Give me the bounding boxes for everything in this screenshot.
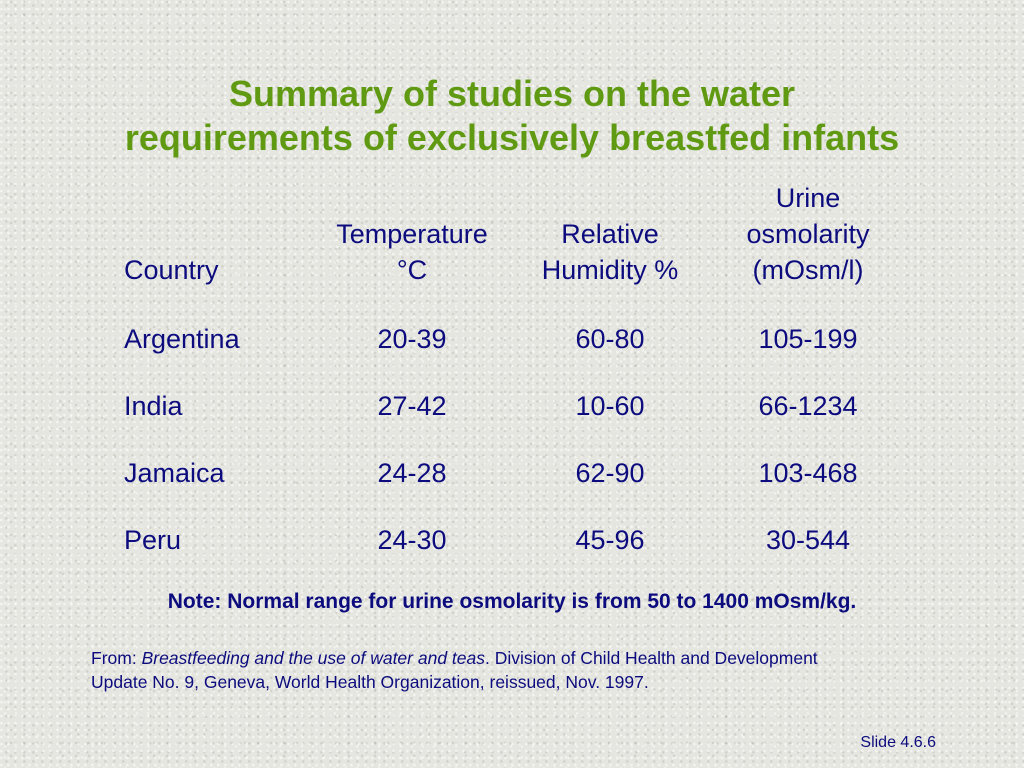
row-india-country: India bbox=[124, 391, 183, 421]
row-argentina-osmolarity: 105-199 bbox=[758, 324, 858, 354]
header-osmolarity-line-3: (mOsm/l) bbox=[752, 255, 864, 285]
slide-title: Summary of studies on the water requirem… bbox=[0, 72, 1024, 160]
row-jamaica-country: Jamaica bbox=[124, 458, 225, 488]
row-jamaica-osmolarity: 103-468 bbox=[758, 458, 858, 488]
row-peru-osmolarity: 30-544 bbox=[765, 525, 851, 555]
row-argentina-country: Argentina bbox=[124, 324, 240, 354]
header-temperature: Temperature °C bbox=[336, 216, 488, 288]
slide-title-line-1: Summary of studies on the water bbox=[228, 73, 796, 114]
row-jamaica-humidity: 62-90 bbox=[575, 458, 645, 488]
header-humidity: Relative Humidity % bbox=[542, 216, 679, 288]
source-book-title: Breastfeeding and the use of water and t… bbox=[141, 648, 485, 668]
header-country: Country bbox=[124, 255, 219, 285]
row-peru-humidity: 45-96 bbox=[575, 525, 645, 555]
row-india-temperature: 27-42 bbox=[377, 391, 447, 421]
header-osmolarity-line-1: Urine bbox=[775, 183, 841, 213]
osmolarity-note: Note: Normal range for urine osmolarity … bbox=[167, 590, 857, 613]
header-temperature-line-1: Temperature bbox=[336, 219, 488, 249]
source-publisher: . Division of Child Health and Developme… bbox=[485, 648, 818, 668]
row-peru-temperature: 24-30 bbox=[377, 525, 447, 555]
header-temperature-line-2: °C bbox=[396, 255, 428, 285]
source-details: Update No. 9, Geneva, World Health Organ… bbox=[91, 672, 649, 692]
studies-table: Country Temperature °C Relative Humidity… bbox=[0, 182, 1024, 582]
slide-title-line-2: requirements of exclusively breastfed in… bbox=[124, 117, 900, 158]
source-citation: From: Breastfeeding and the use of water… bbox=[91, 646, 951, 694]
row-jamaica-temperature: 24-28 bbox=[377, 458, 447, 488]
row-argentina-temperature: 20-39 bbox=[377, 324, 447, 354]
header-osmolarity: Urine osmolarity (mOsm/l) bbox=[746, 180, 869, 288]
slide-number: Slide 4.6.6 bbox=[860, 734, 936, 751]
header-osmolarity-line-2: osmolarity bbox=[746, 219, 870, 249]
source-prefix: From: bbox=[91, 648, 142, 668]
row-argentina-humidity: 60-80 bbox=[575, 324, 645, 354]
header-humidity-line-1: Relative bbox=[561, 219, 659, 249]
header-humidity-line-2: Humidity % bbox=[541, 255, 679, 285]
row-india-humidity: 10-60 bbox=[575, 391, 645, 421]
row-india-osmolarity: 66-1234 bbox=[758, 391, 858, 421]
row-peru-country: Peru bbox=[124, 525, 182, 555]
